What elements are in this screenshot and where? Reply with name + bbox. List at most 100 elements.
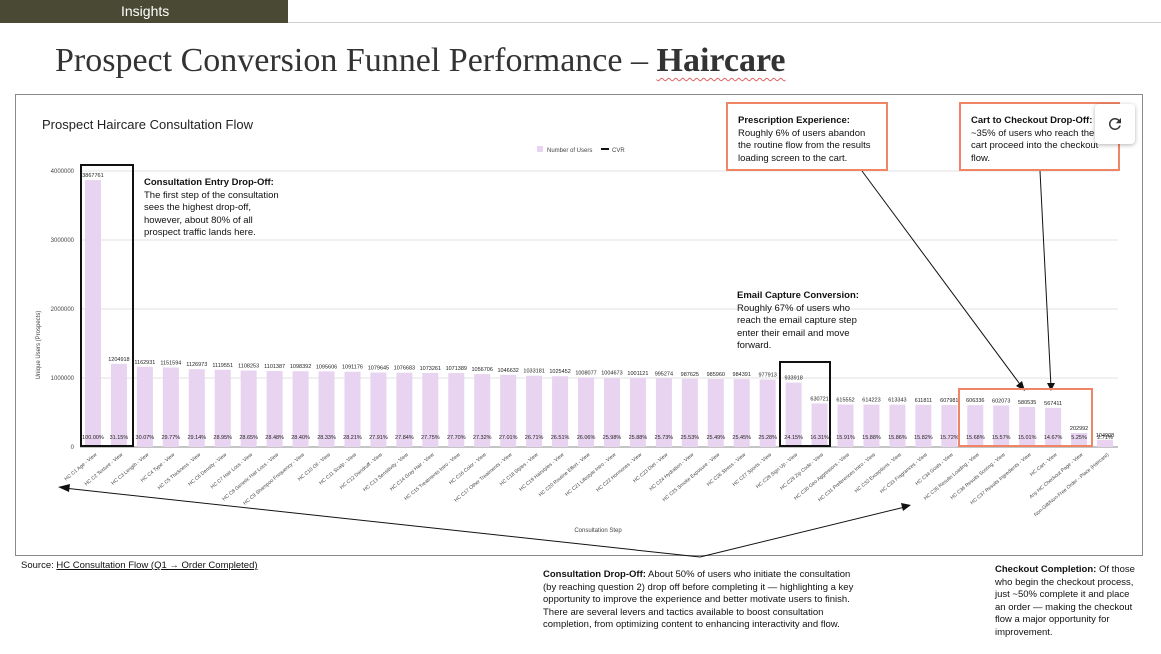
bar	[422, 372, 439, 447]
annotation-checkout-body: Of those who begin the checkout process,…	[995, 564, 1135, 638]
chart-title: Prospect Haircare Consultation Flow	[42, 117, 254, 132]
bar-value-label: 1004673	[601, 371, 622, 377]
bar-value-label: 1126973	[186, 362, 207, 368]
bar-value-label: 630721	[810, 396, 828, 402]
bar-value-label: 580535	[1018, 400, 1036, 406]
refresh-button[interactable]	[1095, 104, 1135, 144]
bar	[1097, 439, 1114, 447]
cvr-label: 15.01%	[1018, 435, 1037, 441]
bar-value-label: 1071389	[446, 366, 467, 372]
callout-arrows	[63, 170, 1052, 558]
bar-value-label: 1162931	[134, 360, 155, 366]
bar	[526, 375, 543, 447]
bar	[759, 379, 776, 447]
bar-value-label: 1073261	[420, 366, 441, 372]
bar-value-label: 984391	[733, 372, 751, 378]
bar	[733, 379, 750, 447]
cvr-label: 27.70%	[447, 435, 466, 441]
bar-value-label: 933918	[784, 376, 802, 382]
bar	[552, 376, 569, 447]
annotation-prescription-body: Roughly 6% of users abandon the routine …	[738, 127, 871, 164]
page-title-emphasis: Haircare	[656, 42, 786, 79]
bar	[162, 367, 179, 447]
x-tick-label: HC C22 Hormones - View	[595, 452, 643, 494]
bar	[344, 371, 361, 447]
bar-value-label: 614223	[862, 398, 880, 404]
bar-value-label: 607981	[940, 398, 958, 404]
cvr-label: 15.91%	[836, 435, 855, 441]
bar	[214, 369, 231, 447]
arrowhead-cart	[1047, 383, 1055, 391]
bar	[1071, 432, 1088, 447]
cvr-label: 29.77%	[161, 435, 180, 441]
bar	[1019, 406, 1036, 447]
cvr-label: 28.65%	[239, 435, 258, 441]
cvr-label: 30.07%	[136, 435, 155, 441]
bar	[681, 378, 698, 447]
bar-value-label: 1204918	[108, 357, 129, 363]
bar	[188, 369, 205, 447]
bar	[370, 372, 387, 447]
annotation-entry: Consultation Entry Drop-Off: The first s…	[144, 177, 290, 240]
cvr-label: 29.14%	[187, 435, 206, 441]
arrowhead-left	[58, 484, 70, 492]
bar	[889, 404, 906, 447]
annotation-prescription-heading: Prescription Experience:	[738, 115, 850, 126]
cvr-label: 27.75%	[421, 435, 440, 441]
bar-value-label: 1056706	[472, 367, 493, 373]
y-tick-label: 2000000	[51, 307, 75, 313]
cvr-label: 28.48%	[265, 435, 284, 441]
cvr-label: 26.71%	[525, 435, 544, 441]
bar	[110, 363, 127, 447]
bar-value-label: 1046632	[497, 368, 518, 374]
cvr-label: 28.40%	[291, 435, 310, 441]
bar	[811, 403, 828, 447]
annotation-entry-heading: Consultation Entry Drop-Off:	[144, 177, 274, 188]
annotation-dropoff: Consultation Drop-Off: About 50% of user…	[543, 569, 855, 632]
x-tick-label: HC C21 Lifestyle Intro - View	[564, 452, 617, 498]
cvr-label: 28.21%	[343, 435, 362, 441]
x-tick-label: HC C29 Zip Code - View	[779, 452, 825, 492]
cvr-label: 28.95%	[213, 435, 232, 441]
legend-swatch-cvr	[601, 148, 609, 150]
bar	[1045, 407, 1062, 447]
x-axis-label: Consultation Step	[574, 528, 622, 534]
annotation-checkout-heading: Checkout Completion:	[995, 564, 1097, 575]
x-tick-label: HC C14 Gray Hair - View	[389, 452, 436, 493]
x-tick-label: HC C13 Sensitivity - View	[362, 452, 410, 493]
arrow-cart	[1039, 170, 1052, 388]
chart-legend: Number of Users CVR	[537, 146, 625, 154]
arrow-dropoff-left	[63, 487, 701, 558]
bar-value-label: 985960	[707, 372, 725, 378]
cvr-label: 25.49%	[706, 435, 725, 441]
bar-value-label: 1101387	[264, 364, 285, 370]
cvr-label: 27.84%	[395, 435, 414, 441]
y-axis-label: Unique Users (Prospects)	[36, 311, 42, 380]
arrow-heads	[58, 381, 1055, 511]
x-tick-label: HC C5 Thickness - View	[157, 452, 203, 492]
bar	[967, 405, 984, 447]
bar	[578, 377, 595, 447]
legend-label-cvr: CVR	[612, 148, 625, 154]
bar-value-label: 615552	[836, 398, 854, 404]
bar	[240, 370, 257, 447]
bar	[603, 377, 620, 447]
cvr-label: 15.86%	[888, 435, 907, 441]
bar	[292, 371, 309, 447]
annotation-email-body: Roughly 67% of users who reach the email…	[737, 302, 857, 352]
bar-value-label: 977913	[758, 373, 776, 379]
annotation-cart-heading: Cart to Checkout Drop-Off:	[971, 115, 1093, 126]
page-title-prefix: Prospect Conversion Funnel Performance –	[55, 42, 657, 79]
bar	[474, 374, 491, 447]
bar-value-label: 1098392	[290, 364, 311, 370]
bar	[448, 373, 465, 447]
cvr-label: 15.72%	[940, 435, 959, 441]
bar-value-label: 104908	[1096, 433, 1114, 439]
source-link[interactable]: HC Consultation Flow (Q1 → Order Complet…	[56, 560, 258, 571]
arrow-dropoff-right	[699, 506, 906, 558]
cvr-label: 2.71%	[1097, 435, 1113, 441]
annotation-dropoff-heading: Consultation Drop-Off:	[543, 569, 646, 580]
bar-value-label: 1008077	[575, 370, 596, 376]
source-prefix: Source:	[21, 560, 57, 571]
